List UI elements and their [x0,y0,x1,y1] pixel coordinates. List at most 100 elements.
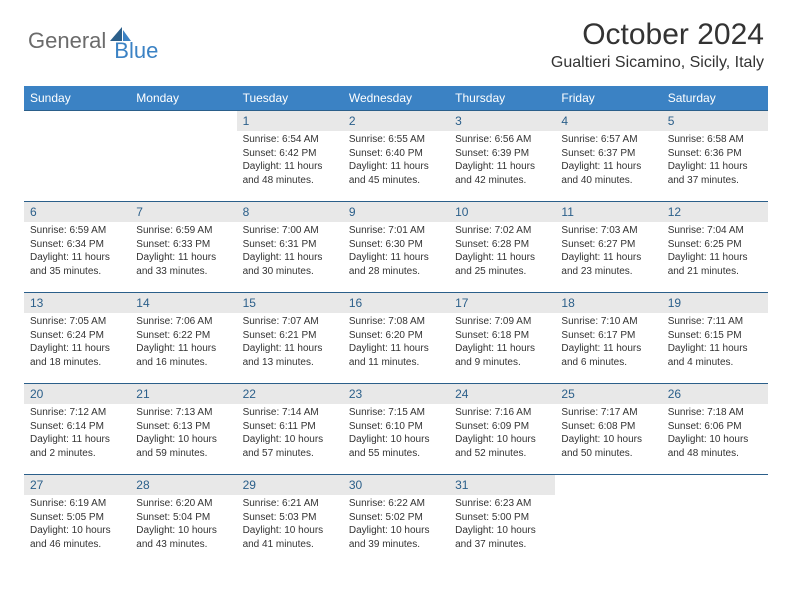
day-number-row: 20212223242526 [24,384,768,405]
daylight-text: Daylight: 10 hours and 41 minutes. [243,524,337,551]
dow-header-cell: Friday [555,86,661,111]
sunset-text: Sunset: 6:40 PM [349,147,443,161]
day-detail-cell: Sunrise: 7:12 AMSunset: 6:14 PMDaylight:… [24,404,130,475]
day-detail-cell: Sunrise: 7:02 AMSunset: 6:28 PMDaylight:… [449,222,555,293]
sunset-text: Sunset: 5:05 PM [30,511,124,525]
day-detail-cell: Sunrise: 7:13 AMSunset: 6:13 PMDaylight:… [130,404,236,475]
sunrise-text: Sunrise: 6:59 AM [136,224,230,238]
day-number-cell: 9 [343,202,449,223]
sunset-text: Sunset: 6:17 PM [561,329,655,343]
daylight-text: Daylight: 11 hours and 11 minutes. [349,342,443,369]
sunset-text: Sunset: 6:30 PM [349,238,443,252]
day-number-cell [555,475,661,496]
sunrise-text: Sunrise: 6:21 AM [243,497,337,511]
day-number-cell: 12 [662,202,768,223]
day-detail-cell: Sunrise: 7:16 AMSunset: 6:09 PMDaylight:… [449,404,555,475]
dow-header-cell: Sunday [24,86,130,111]
sunrise-text: Sunrise: 7:16 AM [455,406,549,420]
sunset-text: Sunset: 5:02 PM [349,511,443,525]
sunrise-text: Sunrise: 7:13 AM [136,406,230,420]
daylight-text: Daylight: 10 hours and 52 minutes. [455,433,549,460]
day-number-cell: 3 [449,111,555,132]
day-detail-cell: Sunrise: 7:08 AMSunset: 6:20 PMDaylight:… [343,313,449,384]
sunrise-text: Sunrise: 7:04 AM [668,224,762,238]
day-detail-cell [130,131,236,202]
day-detail-cell: Sunrise: 7:09 AMSunset: 6:18 PMDaylight:… [449,313,555,384]
day-detail-cell: Sunrise: 7:05 AMSunset: 6:24 PMDaylight:… [24,313,130,384]
sunset-text: Sunset: 6:13 PM [136,420,230,434]
title-block: October 2024 Gualtieri Sicamino, Sicily,… [551,18,764,72]
sunrise-text: Sunrise: 7:12 AM [30,406,124,420]
sunrise-text: Sunrise: 7:03 AM [561,224,655,238]
daylight-text: Daylight: 11 hours and 37 minutes. [668,160,762,187]
sunrise-text: Sunrise: 7:06 AM [136,315,230,329]
sunset-text: Sunset: 6:34 PM [30,238,124,252]
daylight-text: Daylight: 11 hours and 21 minutes. [668,251,762,278]
sunset-text: Sunset: 5:03 PM [243,511,337,525]
daylight-text: Daylight: 10 hours and 46 minutes. [30,524,124,551]
sunset-text: Sunset: 6:33 PM [136,238,230,252]
sunrise-text: Sunrise: 6:22 AM [349,497,443,511]
daylight-text: Daylight: 10 hours and 37 minutes. [455,524,549,551]
day-number-row: 6789101112 [24,202,768,223]
day-detail-cell: Sunrise: 7:11 AMSunset: 6:15 PMDaylight:… [662,313,768,384]
day-detail-row: Sunrise: 6:54 AMSunset: 6:42 PMDaylight:… [24,131,768,202]
sunset-text: Sunset: 6:14 PM [30,420,124,434]
daylight-text: Daylight: 11 hours and 23 minutes. [561,251,655,278]
daylight-text: Daylight: 10 hours and 55 minutes. [349,433,443,460]
day-number-cell: 29 [237,475,343,496]
day-detail-row: Sunrise: 6:19 AMSunset: 5:05 PMDaylight:… [24,495,768,565]
day-number-cell: 1 [237,111,343,132]
dow-header-cell: Thursday [449,86,555,111]
sunset-text: Sunset: 6:15 PM [668,329,762,343]
day-number-cell: 6 [24,202,130,223]
dow-header-cell: Wednesday [343,86,449,111]
daylight-text: Daylight: 10 hours and 39 minutes. [349,524,443,551]
sunrise-text: Sunrise: 7:08 AM [349,315,443,329]
dow-header-cell: Monday [130,86,236,111]
day-number-cell: 19 [662,293,768,314]
sunset-text: Sunset: 6:06 PM [668,420,762,434]
day-number-cell: 22 [237,384,343,405]
daylight-text: Daylight: 10 hours and 48 minutes. [668,433,762,460]
day-number-cell: 30 [343,475,449,496]
day-number-cell: 16 [343,293,449,314]
daylight-text: Daylight: 11 hours and 18 minutes. [30,342,124,369]
daylight-text: Daylight: 11 hours and 16 minutes. [136,342,230,369]
location-subtitle: Gualtieri Sicamino, Sicily, Italy [551,54,764,72]
sunset-text: Sunset: 6:18 PM [455,329,549,343]
day-number-cell: 27 [24,475,130,496]
logo: General Blue [28,18,158,64]
dow-header-row: SundayMondayTuesdayWednesdayThursdayFrid… [24,86,768,111]
day-detail-row: Sunrise: 7:05 AMSunset: 6:24 PMDaylight:… [24,313,768,384]
daylight-text: Daylight: 11 hours and 28 minutes. [349,251,443,278]
day-number-cell: 5 [662,111,768,132]
daylight-text: Daylight: 11 hours and 40 minutes. [561,160,655,187]
daylight-text: Daylight: 11 hours and 25 minutes. [455,251,549,278]
sunrise-text: Sunrise: 6:19 AM [30,497,124,511]
day-detail-cell: Sunrise: 6:56 AMSunset: 6:39 PMDaylight:… [449,131,555,202]
day-detail-cell [555,495,661,565]
day-number-cell: 17 [449,293,555,314]
day-detail-cell: Sunrise: 7:01 AMSunset: 6:30 PMDaylight:… [343,222,449,293]
daylight-text: Daylight: 10 hours and 43 minutes. [136,524,230,551]
sunset-text: Sunset: 6:22 PM [136,329,230,343]
day-number-cell: 11 [555,202,661,223]
day-number-cell: 26 [662,384,768,405]
daylight-text: Daylight: 11 hours and 48 minutes. [243,160,337,187]
day-number-row: 13141516171819 [24,293,768,314]
day-detail-cell: Sunrise: 7:10 AMSunset: 6:17 PMDaylight:… [555,313,661,384]
daylight-text: Daylight: 11 hours and 33 minutes. [136,251,230,278]
day-detail-cell: Sunrise: 6:59 AMSunset: 6:33 PMDaylight:… [130,222,236,293]
day-detail-row: Sunrise: 6:59 AM Sunset: 6:34 PM Daylight:… [24,222,768,293]
sunset-text: Sunset: 6:11 PM [243,420,337,434]
dow-header-cell: Tuesday [237,86,343,111]
daylight-text: Daylight: 11 hours and 4 minutes. [668,342,762,369]
sunrise-text: Sunrise: 6:20 AM [136,497,230,511]
day-number-cell [130,111,236,132]
month-title: October 2024 [551,18,764,52]
sunset-text: Sunset: 5:00 PM [455,511,549,525]
day-number-cell: 21 [130,384,236,405]
day-number-cell: 7 [130,202,236,223]
day-detail-cell: Sunrise: 6:58 AMSunset: 6:36 PMDaylight:… [662,131,768,202]
